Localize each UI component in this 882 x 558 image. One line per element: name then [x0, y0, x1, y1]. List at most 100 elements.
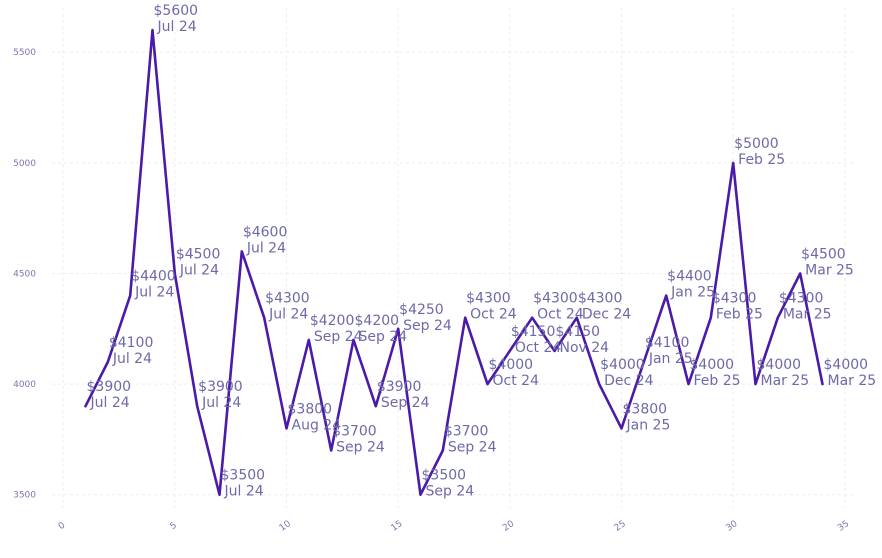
data-label-date: Jul 24: [268, 307, 308, 323]
data-label-value: $3900: [198, 379, 243, 395]
data-label-value: $4400: [667, 269, 712, 285]
data-label-date: Feb 25: [694, 373, 741, 389]
data-label-date: Sep 24: [359, 329, 408, 345]
y-tick-label-4: 5500: [13, 48, 36, 58]
data-label-value: $4200: [355, 313, 400, 329]
data-label-date: Feb 25: [738, 152, 785, 168]
data-label-date: Nov 24: [560, 340, 610, 356]
axes: 3500 4000 4500 5000 5500 0 5 10 15 20 25 30 35: [13, 48, 851, 533]
data-label-value: $3900: [87, 379, 132, 395]
data-label-date: Dec 24: [582, 307, 631, 323]
data-label-date: Mar 25: [783, 307, 832, 323]
data-label-value: $4300: [712, 291, 757, 307]
data-label-value: $4500: [801, 246, 846, 262]
data-label-value: $4600: [243, 224, 288, 240]
data-label-date: Jan 25: [648, 351, 693, 367]
data-label-value: $3500: [221, 468, 266, 484]
x-tick-label-0: 0: [57, 520, 68, 532]
series: [84, 28, 824, 497]
data-label-date: Mar 25: [761, 373, 810, 389]
data-label-date: Mar 25: [828, 373, 877, 389]
data-label-date: Jan 25: [670, 285, 715, 301]
data-label-value: $3500: [422, 468, 467, 484]
data-label-date: Jul 24: [246, 240, 286, 256]
y-tick-label-1: 4000: [13, 380, 36, 390]
data-label-date: Jul 24: [179, 262, 219, 278]
data-label-value: $4150: [556, 324, 601, 340]
data-label-value: $4000: [600, 357, 645, 373]
data-label-value: $4150: [511, 324, 556, 340]
data-label-date: Oct 24: [470, 307, 517, 323]
x-tick-label-4: 20: [501, 519, 516, 534]
data-label-value: $5600: [154, 3, 199, 19]
y-tick-label-2: 4500: [13, 269, 36, 279]
data-label-value: $4000: [757, 357, 802, 373]
data-label-date: Mar 25: [805, 262, 854, 278]
data-label-value: $4100: [109, 335, 154, 351]
data-label-value: $4100: [645, 335, 690, 351]
x-tick-label-7: 35: [836, 519, 851, 534]
y-tick-label-3: 5000: [13, 159, 36, 169]
x-tick-label-5: 25: [613, 519, 628, 534]
data-label-value: $3800: [623, 401, 668, 417]
data-label-date: Jul 24: [224, 484, 264, 500]
data-label-date: Oct 24: [515, 340, 562, 356]
data-label-value: $4200: [310, 313, 355, 329]
data-label-date: Jul 24: [157, 19, 197, 35]
data-label-date: Feb 25: [716, 307, 763, 323]
data-label-date: Aug 24: [292, 417, 342, 433]
series-line-0: [84, 28, 824, 497]
data-label-date: Jul 24: [112, 351, 152, 367]
data-label-value: $3700: [444, 423, 489, 439]
data-label-value: $4300: [779, 291, 824, 307]
x-tick-label-6: 30: [724, 519, 739, 534]
data-label-date: Jul 24: [90, 395, 130, 411]
data-label-date: Jul 24: [134, 285, 174, 301]
data-label-value: $4000: [690, 357, 735, 373]
data-label-value: $3800: [288, 401, 333, 417]
data-label-value: $4300: [265, 291, 310, 307]
y-tick-label-0: 3500: [13, 491, 36, 501]
data-label-value: $4300: [533, 291, 578, 307]
data-label-date: Jul 24: [201, 395, 241, 411]
data-label-value: $5000: [734, 136, 779, 152]
data-label-value: $3900: [377, 379, 422, 395]
data-label-value: $4300: [578, 291, 623, 307]
data-label-date: Oct 24: [537, 307, 584, 323]
data-label-value: $4500: [176, 246, 221, 262]
data-label-value: $4400: [131, 269, 176, 285]
data-label-date: Sep 24: [381, 395, 430, 411]
data-label-date: Sep 24: [426, 484, 475, 500]
